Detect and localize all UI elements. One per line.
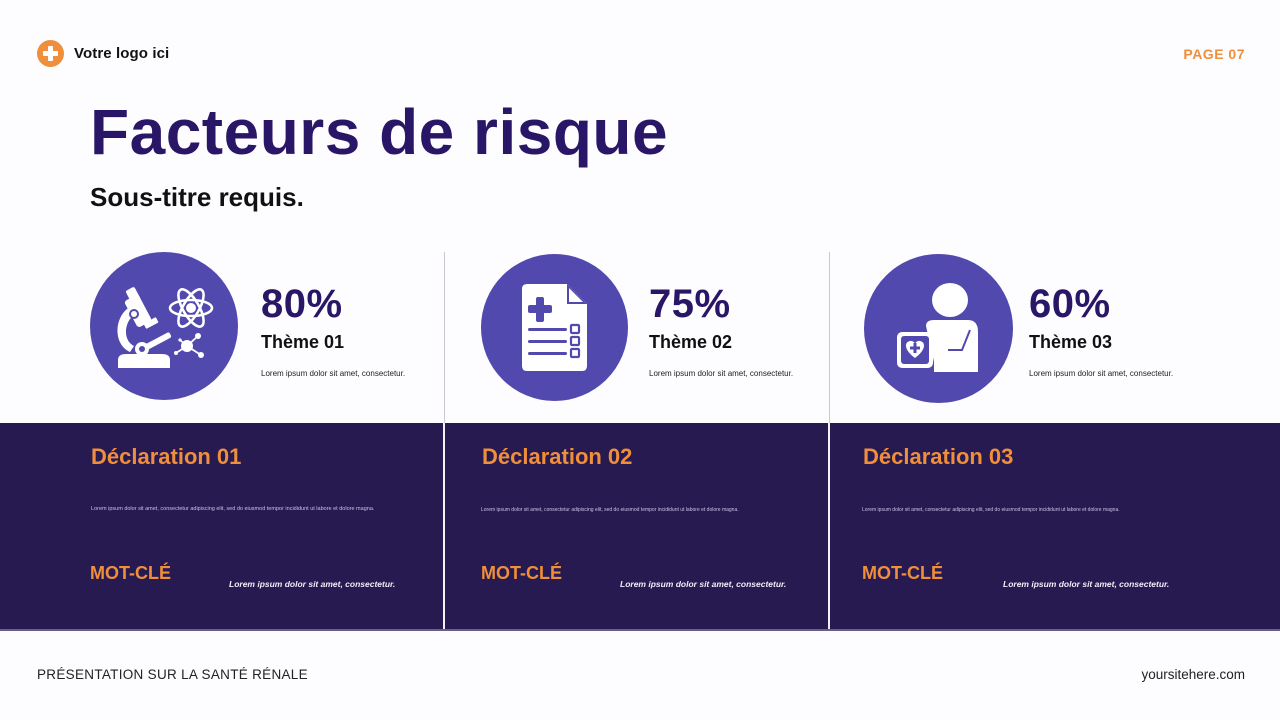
declaration-3-keyword: MOT-CLÉ xyxy=(862,563,943,583)
declaration-3-heading: Déclaration 03 xyxy=(863,444,1014,469)
declaration-1-keyword: MOT-CLÉ xyxy=(90,563,171,583)
declaration-2-body: Lorem ipsum dolor sit amet, consectetur … xyxy=(481,507,739,513)
stat-1-text: Lorem ipsum dolor sit amet, consectetur. xyxy=(261,369,406,378)
stat-1-theme: Thème 01 xyxy=(261,332,345,352)
stat-2-text: Lorem ipsum dolor sit amet, consectetur. xyxy=(649,369,794,378)
declaration-1-heading: Déclaration 01 xyxy=(91,444,242,469)
stat-3-percent: 60% xyxy=(1029,282,1111,326)
declaration-2-keyword: MOT-CLÉ xyxy=(481,563,562,583)
declaration-1-body: Lorem ipsum dolor sit amet, consectetur … xyxy=(91,506,375,512)
band-divider xyxy=(828,423,830,629)
column-divider xyxy=(829,252,830,423)
band-bottom-line xyxy=(0,629,1280,631)
declaration-3-keyword-text: Lorem ipsum dolor sit amet, consectetur. xyxy=(1003,579,1170,589)
page-number: PAGE 07 xyxy=(1183,46,1245,62)
stat-2-icon-circle xyxy=(481,254,628,401)
stat-2-theme: Thème 02 xyxy=(649,332,733,352)
declaration-3-body: Lorem ipsum dolor sit amet, consectetur … xyxy=(862,507,1120,513)
column-divider xyxy=(444,252,445,423)
person-heart-card-icon xyxy=(897,283,978,372)
medical-report-icon xyxy=(522,284,587,371)
stat-3-icon-circle xyxy=(864,254,1013,403)
band-divider xyxy=(443,423,445,629)
logo: Votre logo ici xyxy=(37,40,169,67)
plus-circle-icon xyxy=(37,40,64,67)
declaration-2-keyword-text: Lorem ipsum dolor sit amet, consectetur. xyxy=(620,579,787,589)
page-title: Facteurs de risque xyxy=(90,96,669,168)
declaration-2-heading: Déclaration 02 xyxy=(482,444,633,469)
declaration-1-keyword-text: Lorem ipsum dolor sit amet, consectetur. xyxy=(229,579,396,589)
microscope-atom-icon xyxy=(117,287,214,368)
declarations-band xyxy=(0,423,1280,629)
stat-1-icon-circle xyxy=(90,252,238,400)
stat-3-text: Lorem ipsum dolor sit amet, consectetur. xyxy=(1029,369,1174,378)
stat-1-percent: 80% xyxy=(261,282,343,326)
stat-3-theme: Thème 03 xyxy=(1029,332,1113,352)
stat-2-percent: 75% xyxy=(649,282,731,326)
footer-presentation-title: PRÉSENTATION SUR LA SANTÉ RÉNALE xyxy=(37,667,308,682)
logo-text: Votre logo ici xyxy=(74,45,170,62)
footer-website-link[interactable]: yoursitehere.com xyxy=(1141,667,1245,682)
page-subtitle: Sous-titre requis. xyxy=(90,182,304,212)
